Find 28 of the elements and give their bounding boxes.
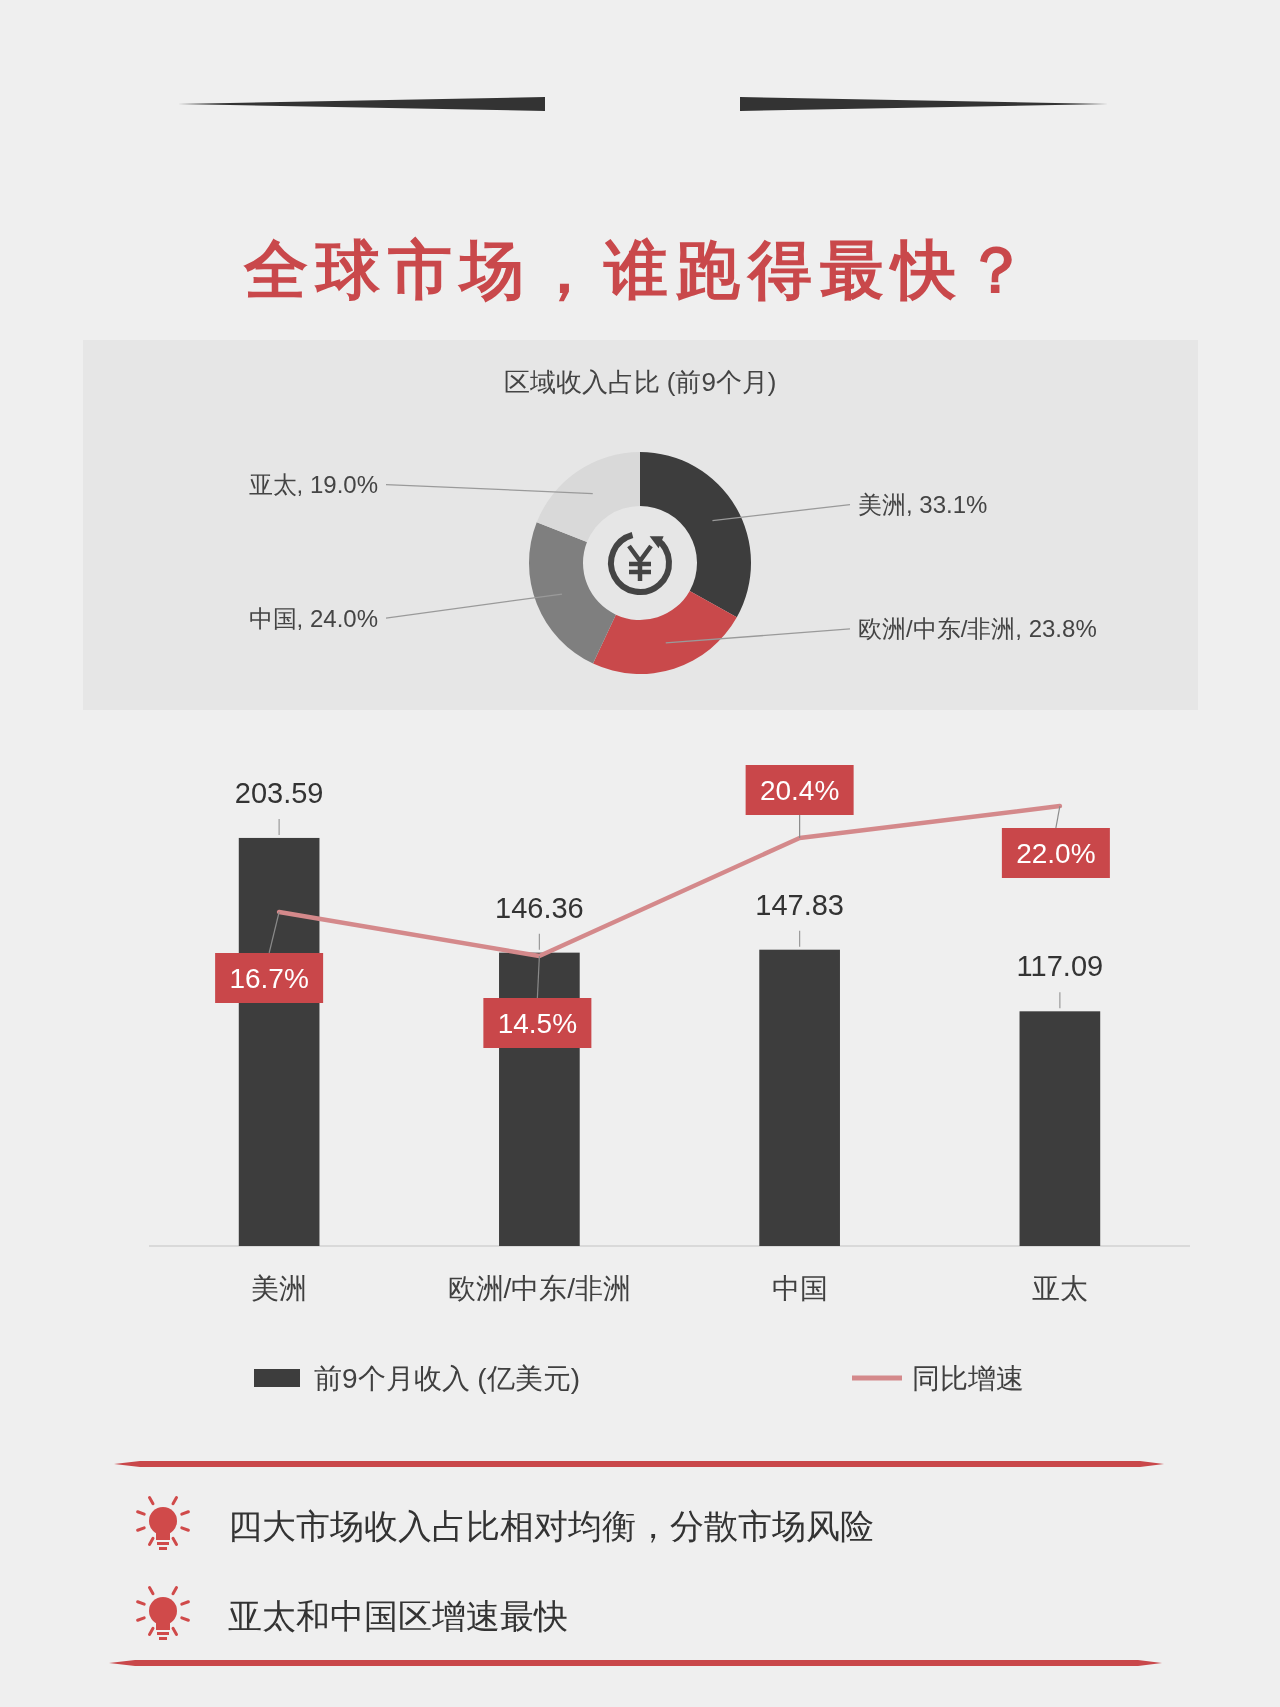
slice-label: 美洲, 33.1% [858,491,988,519]
bar [759,949,840,1246]
data-label: 14.5% [497,1007,578,1039]
donut-slice [529,522,616,664]
text: 亚太和中国区增速最快 [228,1597,568,1635]
data-label: 20.4% [759,774,840,806]
legend-label: 前9个月收入 (亿美元) [314,1362,580,1394]
data-label: 147.83 [755,888,844,921]
data-label: 117.09 [1016,950,1104,983]
x-tick-label: 中国 [771,1272,828,1304]
data-label: 22.0% [1016,837,1096,869]
data-label: 16.7% [229,962,309,994]
donut-slice [536,452,640,543]
donut-slice [593,590,737,674]
data-label: 203.59 [234,776,324,809]
data-label: 146.36 [495,891,584,924]
slice-label: 欧洲/中东/非洲, 23.8% [858,615,1097,643]
text: 四大市场收入占比相对均衡，分散市场风险 [228,1507,874,1545]
text: 全球市场，谁跑得最快？ [243,234,1036,306]
slice-label: 亚太, 19.0% [248,471,378,499]
donut-slice [640,452,751,618]
legend-label: 同比增速 [912,1362,1024,1394]
x-tick-label: 美洲 [251,1272,308,1304]
bar [1019,1011,1101,1246]
chart-title: 区域收入占比 (前9个月) [503,367,777,397]
slice-label: 中国, 24.0% [248,604,378,632]
x-tick-label: 欧洲/中东/非洲 [447,1272,632,1304]
x-tick-label: 亚太 [1031,1272,1088,1304]
